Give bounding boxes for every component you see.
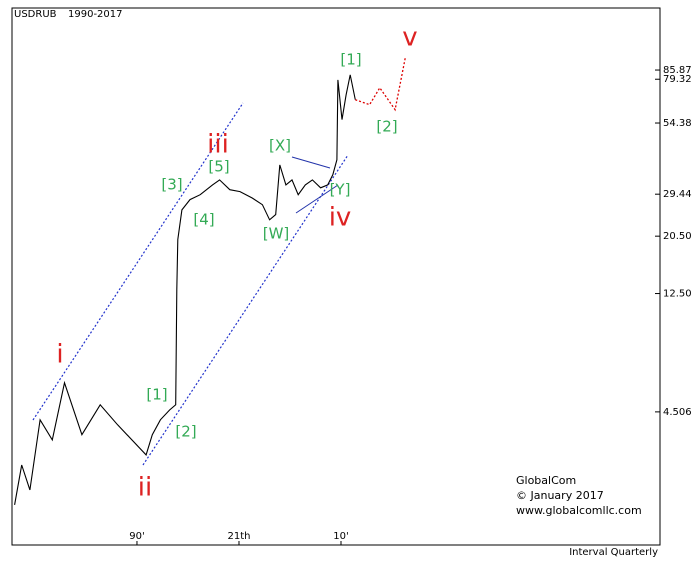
triangle-lower <box>295 184 339 214</box>
y-tick-label: 85.87 <box>663 65 692 76</box>
x-tick-label: 10' <box>333 531 348 542</box>
triangle-upper <box>291 156 331 169</box>
wave-label: [Y] <box>330 181 351 199</box>
credit: GlobalCom <box>516 474 576 487</box>
chart-title: USDRUB <box>14 9 57 20</box>
x-tick-label: 21th <box>227 531 250 542</box>
wave-label: [1] <box>340 51 361 69</box>
chart-subtitle: 1990-2017 <box>68 9 123 20</box>
wave-label: [W] <box>263 225 290 243</box>
wave-label: [5] <box>208 158 229 176</box>
y-tick-label: 29.44 <box>663 189 692 200</box>
y-tick-label: 79.32 <box>663 74 692 85</box>
x-tick-label: 90' <box>129 531 144 542</box>
credit: www.globalcomllc.com <box>516 504 642 517</box>
credit: © January 2017 <box>516 489 604 502</box>
triangle-lines <box>291 156 339 214</box>
y-tick-label: 4.506 <box>663 407 692 418</box>
y-tick-label: 12.50 <box>663 289 692 300</box>
price-line <box>14 74 356 505</box>
wave-label: [2] <box>376 118 397 136</box>
y-tick-label: 20.50 <box>663 231 692 242</box>
wave-label: [4] <box>193 211 214 229</box>
wave-label: [1] <box>146 386 167 404</box>
wave-label: v <box>402 23 417 53</box>
channel-lower <box>142 154 349 466</box>
channel-upper <box>32 102 244 421</box>
plot-frame <box>11 7 661 546</box>
wave-label: [2] <box>175 423 196 441</box>
channel-lines <box>32 102 349 466</box>
wave-label: i <box>56 340 63 370</box>
wave-label: [X] <box>269 137 291 155</box>
wave-label: iii <box>207 130 229 160</box>
wave-label: iv <box>329 203 352 233</box>
y-tick-label: 54.38 <box>663 118 692 129</box>
wave-label: [3] <box>161 176 182 194</box>
wave-label: ii <box>138 473 152 503</box>
interval-label: Interval Quarterly <box>569 547 658 558</box>
